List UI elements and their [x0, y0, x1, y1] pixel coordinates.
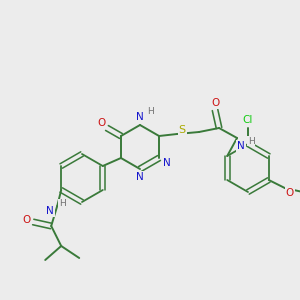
Text: O: O: [286, 188, 294, 198]
Text: N: N: [136, 112, 144, 122]
Text: O: O: [22, 215, 30, 225]
Text: H: H: [248, 136, 254, 146]
Text: N: N: [46, 206, 54, 216]
Text: H: H: [147, 107, 153, 116]
Text: O: O: [211, 98, 219, 108]
Text: O: O: [98, 118, 106, 128]
Text: H: H: [59, 200, 66, 208]
Text: N: N: [163, 158, 171, 168]
Text: Cl: Cl: [243, 115, 253, 125]
Text: N: N: [237, 141, 245, 151]
Text: N: N: [136, 172, 144, 182]
Text: S: S: [178, 125, 186, 135]
